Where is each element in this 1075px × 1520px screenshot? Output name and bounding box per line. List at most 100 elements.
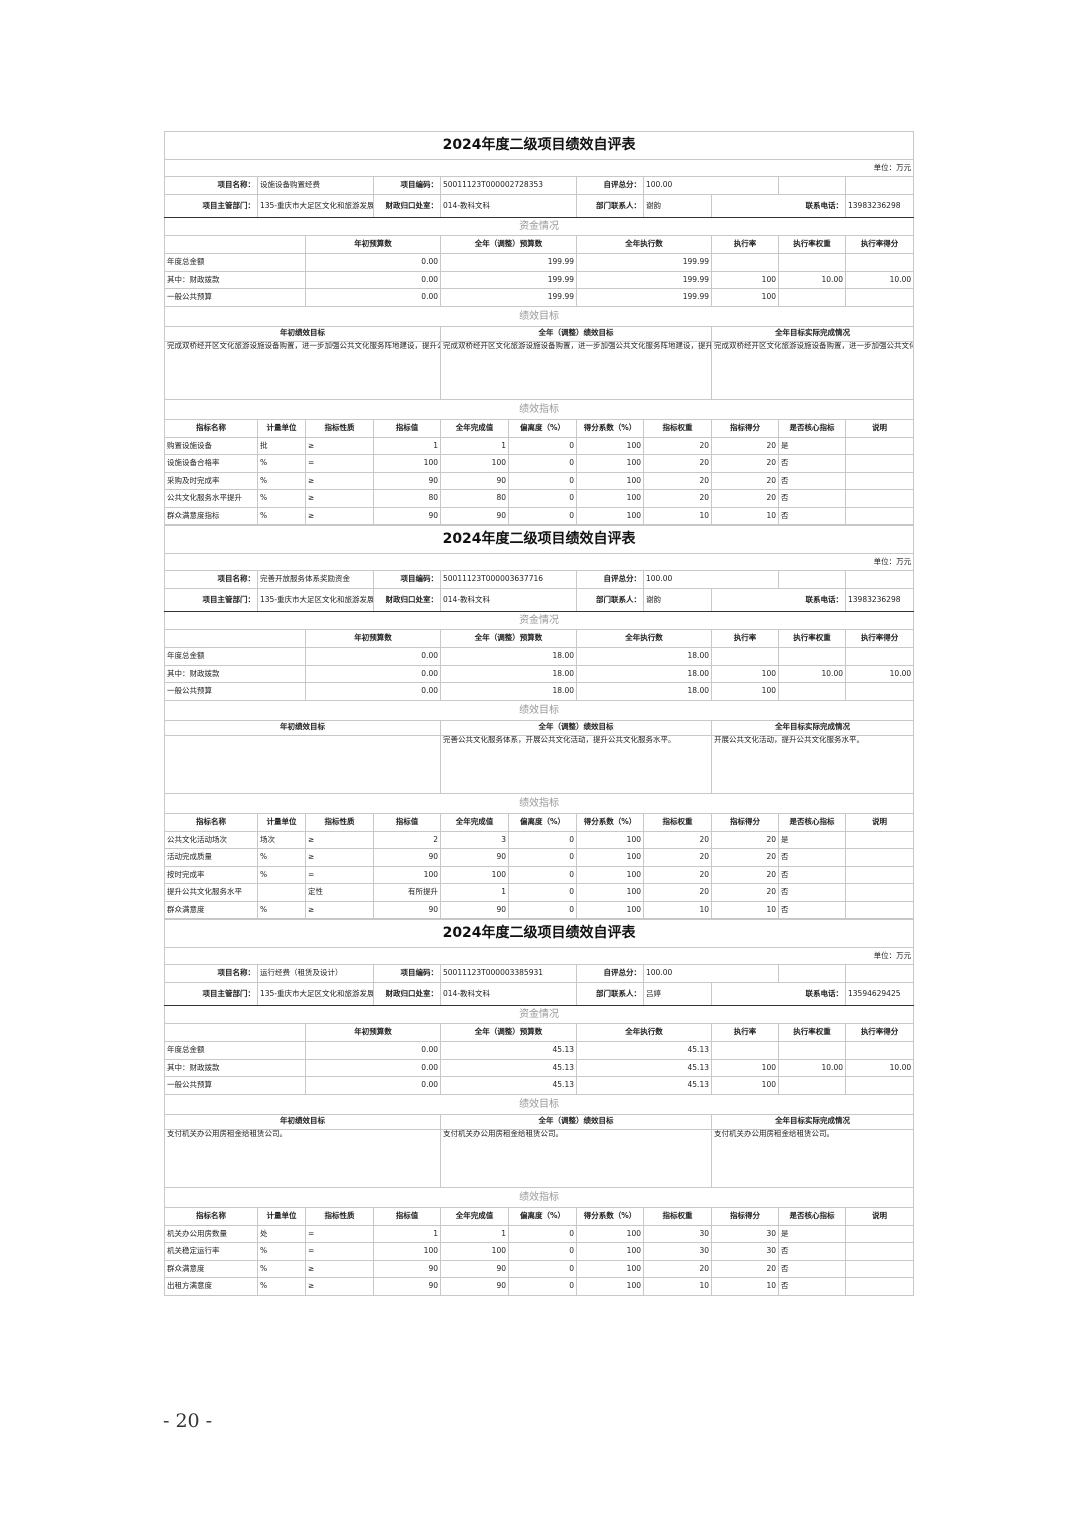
page-number: - 20 - bbox=[163, 1410, 213, 1432]
indicator-cell: 90 bbox=[440, 848, 509, 867]
evaluation-form: 2024年度二级项目绩效自评表 单位：万元 项目名称： 设施设备购置经费 项目编码： 50… bbox=[163, 131, 915, 525]
indicator-cell: 20 bbox=[643, 1259, 712, 1278]
department: 135-重庆市大足区文化和旅游发展委员会 bbox=[257, 194, 374, 218]
indicator-cell: 出租方满意度 bbox=[164, 1277, 258, 1296]
label: 项目编码： bbox=[373, 964, 441, 983]
indicator-cell: 80 bbox=[373, 489, 441, 508]
label: 部门联系人： bbox=[576, 194, 644, 218]
goal-text: 开展公共文化活动，提升公共文化服务水平。 bbox=[710, 734, 915, 794]
indicator-row: 出租方满意度% ≥90 90 0 100 10 10 否 bbox=[164, 1277, 915, 1296]
column-header: 说明 bbox=[844, 812, 915, 832]
funds-row: 一般公共预算 0.00 199.99 199.99 100 bbox=[164, 288, 915, 307]
funds-cell bbox=[844, 682, 915, 701]
funds-cell bbox=[844, 1041, 915, 1060]
indicator-cell: 否 bbox=[778, 489, 846, 508]
funds-cell: 45.13 bbox=[576, 1041, 712, 1060]
funds-row: 其中：财政拨款 0.00 199.99 199.99 100 10.00 10.00 bbox=[164, 270, 915, 289]
indicator-cell: 20 bbox=[643, 865, 712, 884]
indicator-cell: 是 bbox=[778, 1224, 846, 1243]
column-header: 指标性质 bbox=[305, 812, 374, 832]
funds-cell: 45.13 bbox=[440, 1041, 577, 1060]
indicator-row: 群众满意度指标% ≥90 90 0 100 10 10 否 bbox=[164, 506, 915, 525]
funds-cell bbox=[844, 1076, 915, 1095]
indicator-cell: 0 bbox=[508, 1259, 577, 1278]
column-header: 指标名称 bbox=[164, 812, 258, 832]
indicator-cell: 20 bbox=[643, 471, 712, 490]
phone: 13594629425 bbox=[844, 982, 915, 1006]
goal-text: 完善公共文化服务体系，开展公共文化活动，提升公共文化服务水平。 bbox=[440, 734, 712, 794]
column-header: 指标值 bbox=[373, 418, 441, 438]
funds-cell: 18.00 bbox=[440, 682, 577, 701]
label: 自评总分： bbox=[576, 964, 644, 983]
section-title: 绩效指标 bbox=[163, 1186, 915, 1208]
project-name: 设施设备购置经费 bbox=[257, 176, 374, 195]
indicator-cell: 群众满意度 bbox=[164, 1259, 258, 1278]
section-title: 绩效目标 bbox=[163, 699, 915, 721]
column-header: 指标权重 bbox=[643, 1206, 712, 1226]
self-score: 100.00 bbox=[643, 570, 779, 589]
indicator-cell: 90 bbox=[373, 1277, 441, 1296]
goal-text: 支付机关办公用房租金给租赁公司。 bbox=[710, 1128, 915, 1188]
column-header: 执行率得分 bbox=[844, 235, 915, 254]
funds-cell: 10.00 bbox=[778, 664, 846, 683]
indicator-cell: 10 bbox=[711, 1277, 779, 1296]
indicator-cell: 0 bbox=[508, 1242, 577, 1261]
indicator-cell: 90 bbox=[440, 471, 509, 490]
funds-cell: 100 bbox=[711, 270, 779, 289]
indicator-cell: 100 bbox=[576, 454, 644, 473]
label: 联系电话： bbox=[711, 982, 846, 1006]
indicator-cell: 活动完成质量 bbox=[164, 848, 258, 867]
indicator-cell: 否 bbox=[778, 865, 846, 884]
indicator-cell: 提升公共文化服务水平 bbox=[164, 883, 258, 902]
indicator-cell: 100 bbox=[576, 1242, 644, 1261]
column-header: 指标性质 bbox=[305, 1206, 374, 1226]
indicator-cell: 群众满意度 bbox=[164, 900, 258, 919]
column-header: 执行率权重 bbox=[778, 1023, 846, 1042]
column-header bbox=[164, 1023, 306, 1042]
indicator-cell: 100 bbox=[576, 883, 644, 902]
label: 联系电话： bbox=[711, 588, 846, 612]
indicator-cell: 0 bbox=[508, 865, 577, 884]
indicator-cell: 否 bbox=[778, 1259, 846, 1278]
funds-cell: 年度总金额 bbox=[164, 253, 306, 272]
indicator-cell: 100 bbox=[576, 900, 644, 919]
indicator-cell: 90 bbox=[373, 848, 441, 867]
evaluation-forms: 2024年度二级项目绩效自评表 单位：万元 项目名称： 设施设备购置经费 项目编码： 50… bbox=[163, 131, 915, 1296]
indicator-cell: 20 bbox=[711, 848, 779, 867]
column-header: 年初绩效目标 bbox=[164, 1113, 441, 1130]
funds-cell bbox=[844, 647, 915, 666]
indicator-cell: 20 bbox=[643, 848, 712, 867]
indicator-cell: 设施设备合格率 bbox=[164, 454, 258, 473]
funds-cell: 18.00 bbox=[576, 682, 712, 701]
indicator-cell: 30 bbox=[643, 1242, 712, 1261]
self-score: 100.00 bbox=[643, 176, 779, 195]
funds-cell: 45.13 bbox=[440, 1058, 577, 1077]
column-header: 全年目标实际完成情况 bbox=[710, 325, 915, 342]
indicator-cell: % bbox=[257, 506, 306, 525]
indicator-cell: 1 bbox=[373, 436, 441, 455]
project-name: 完善开放服务体系奖励资金 bbox=[257, 570, 374, 589]
label: 财政归口处室： bbox=[373, 588, 441, 612]
column-header: 指标名称 bbox=[164, 1206, 258, 1226]
indicator-cell: 0 bbox=[508, 883, 577, 902]
empty-cell bbox=[778, 964, 846, 983]
evaluation-form: 2024年度二级项目绩效自评表 单位：万元 项目名称： 完善开放服务体系奖励资金 项目编… bbox=[163, 525, 915, 919]
indicator-row: 按时完成率% = 100 100 0 100 20 20 否 bbox=[164, 865, 915, 884]
indicator-cell: 100 bbox=[576, 865, 644, 884]
indicator-cell: 0 bbox=[508, 454, 577, 473]
column-header: 执行率得分 bbox=[844, 629, 915, 648]
indicator-cell: 100 bbox=[440, 865, 509, 884]
indicator-row: 提升公共文化服务水平 定性 有所提升 1 0 100 20 20 否 bbox=[164, 883, 915, 902]
column-header: 全年（调整）预算数 bbox=[440, 235, 577, 254]
section-title: 资金情况 bbox=[163, 611, 915, 630]
indicator-cell: 100 bbox=[576, 848, 644, 867]
form-title: 2024年度二级项目绩效自评表 bbox=[163, 919, 915, 948]
section-title: 绩效指标 bbox=[163, 792, 915, 814]
funds-cell: 45.13 bbox=[440, 1076, 577, 1095]
label: 项目名称： bbox=[164, 176, 258, 195]
indicator-cell: ≥ bbox=[305, 436, 374, 455]
label: 联系电话： bbox=[711, 194, 846, 218]
indicator-cell: 机关办公用房数量 bbox=[164, 1224, 258, 1243]
goal-text: 完成双桥经开区文化旅游设施设备购置，进一步加强公共文化服务阵地建设，提升公共文化… bbox=[164, 340, 441, 400]
self-score: 100.00 bbox=[643, 964, 779, 983]
